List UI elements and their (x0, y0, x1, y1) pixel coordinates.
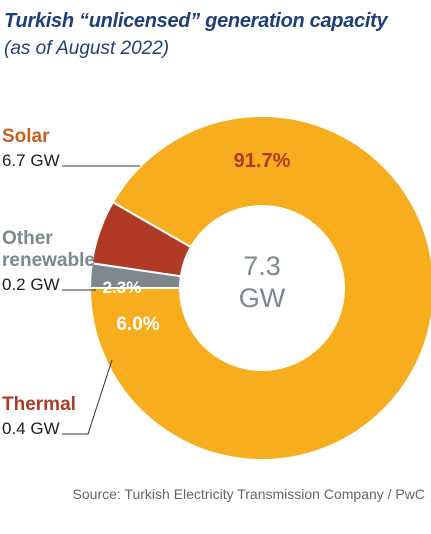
percent-label-solar: 91.7% (234, 150, 291, 172)
slice-value-other-renewable: 0.2 GW (2, 275, 60, 294)
slice-name-solar: Solar (2, 126, 50, 147)
slice-name-other-renewable-line-1: Other (2, 228, 53, 249)
slice-name-thermal: Thermal (2, 394, 76, 415)
chart-title: Turkish “unlicensed” generation capacity (4, 10, 388, 32)
slice-thermal (90, 200, 193, 278)
slice-name-other-renewable-line-2: renewable (2, 250, 95, 271)
leader-line-thermal (62, 359, 113, 435)
chart-subtitle: (as of August 2022) (4, 38, 170, 59)
source-note: Source: Turkish Electricity Transmission… (72, 486, 425, 502)
slice-value-solar: 6.7 GW (2, 151, 60, 170)
slice-value-thermal: 0.4 GW (2, 419, 60, 438)
percent-label-other-renewable: 2.3% (103, 278, 142, 297)
slice-solar (88, 115, 431, 461)
center-value-label: 7.3 (243, 251, 281, 281)
center-unit-label: GW (239, 283, 286, 313)
percent-label-thermal: 6.0% (116, 314, 159, 335)
